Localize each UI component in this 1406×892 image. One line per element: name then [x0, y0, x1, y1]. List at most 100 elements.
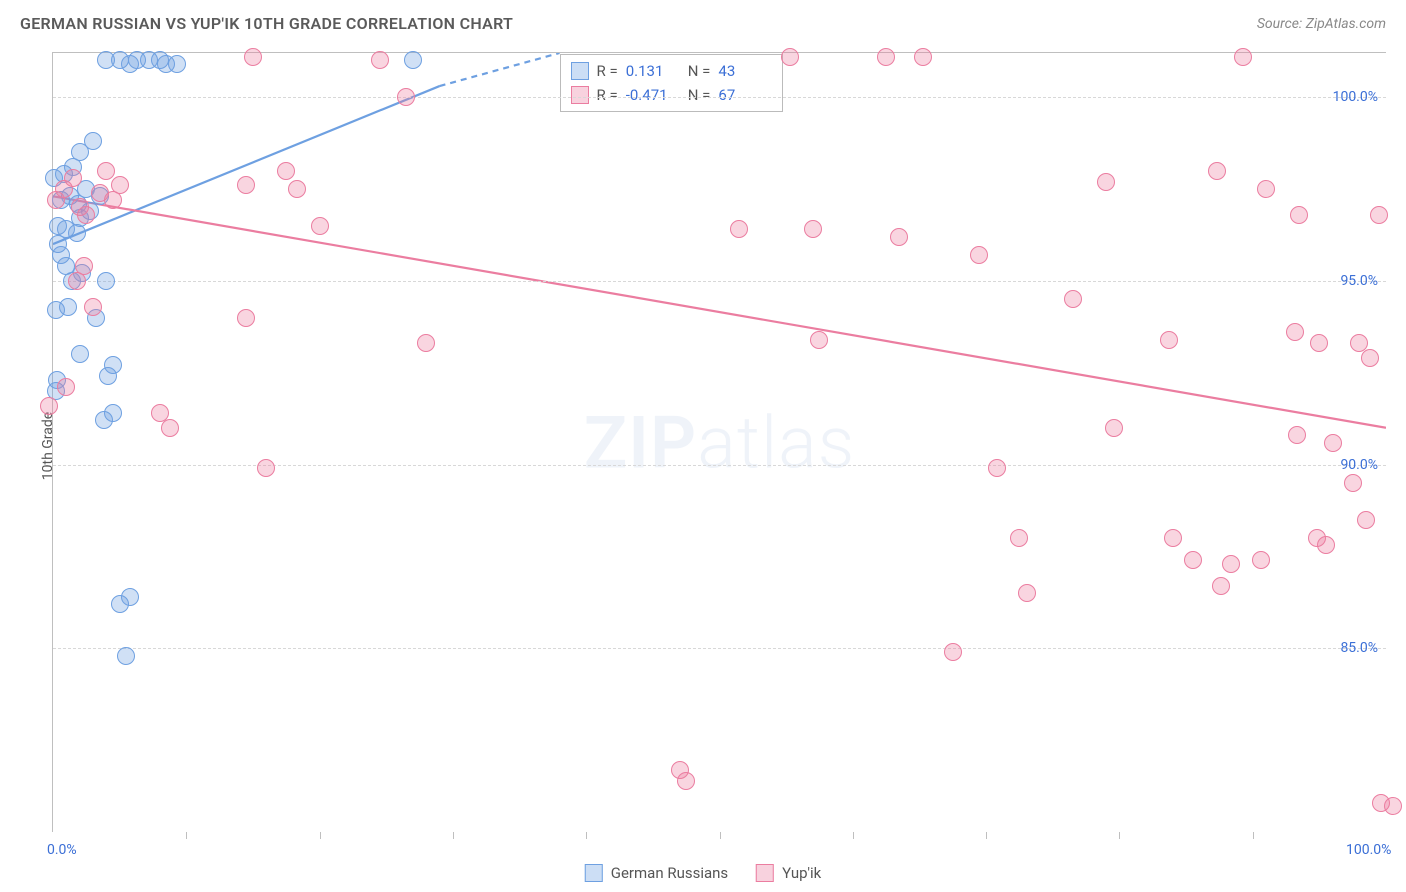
data-point — [1064, 290, 1082, 308]
data-point — [417, 334, 435, 352]
x-tick — [586, 832, 587, 839]
data-point — [1324, 434, 1342, 452]
data-point — [1370, 206, 1388, 224]
x-tick — [320, 832, 321, 839]
gridline — [53, 97, 1386, 98]
data-point — [84, 132, 102, 150]
data-point — [288, 180, 306, 198]
stat-r-value: -0.471 — [626, 83, 680, 107]
data-point — [877, 48, 895, 66]
x-tick — [853, 832, 854, 839]
data-point — [988, 459, 1006, 477]
source-attribution: Source: ZipAtlas.com — [1257, 16, 1386, 32]
data-point — [397, 88, 415, 106]
gridline — [53, 281, 1386, 282]
data-point — [404, 51, 422, 69]
data-point — [1344, 474, 1362, 492]
x-tick — [1119, 832, 1120, 839]
legend: German Russians Yup'ik — [585, 864, 821, 882]
data-point — [257, 459, 275, 477]
gridline — [53, 465, 1386, 466]
data-point — [890, 228, 908, 246]
data-point — [84, 298, 102, 316]
data-point — [117, 647, 135, 665]
data-point — [97, 272, 115, 290]
data-point — [781, 48, 799, 66]
stat-n-value: 67 — [718, 83, 772, 107]
data-point — [1160, 331, 1178, 349]
legend-label: German Russians — [611, 864, 728, 882]
x-tick-label: 100.0% — [1346, 842, 1391, 858]
stat-n-value: 43 — [718, 59, 772, 83]
data-point — [161, 419, 179, 437]
data-point — [371, 51, 389, 69]
y-tick-label: 100.0% — [1333, 89, 1378, 105]
data-point — [730, 220, 748, 238]
data-point — [168, 55, 186, 73]
trend-lines — [53, 53, 1386, 832]
stat-label: R = — [597, 83, 618, 107]
data-point — [1010, 529, 1028, 547]
data-point — [59, 298, 77, 316]
data-point — [237, 309, 255, 327]
data-point — [1310, 334, 1328, 352]
stats-row: R = -0.471 N = 67 — [571, 83, 773, 107]
data-point — [1234, 48, 1252, 66]
data-point — [1288, 426, 1306, 444]
data-point — [77, 206, 95, 224]
stat-label: N = — [688, 83, 711, 107]
data-point — [97, 162, 115, 180]
data-point — [1252, 551, 1270, 569]
x-tick — [453, 832, 454, 839]
watermark: ZIPatlas — [584, 400, 856, 485]
data-point — [944, 643, 962, 661]
data-point — [1184, 551, 1202, 569]
legend-swatch — [571, 86, 589, 104]
stat-r-value: 0.131 — [626, 59, 680, 83]
data-point — [71, 345, 89, 363]
data-point — [244, 48, 262, 66]
data-point — [1361, 349, 1379, 367]
data-point — [1290, 206, 1308, 224]
data-point — [277, 162, 295, 180]
data-point — [914, 48, 932, 66]
stat-label: N = — [688, 59, 711, 83]
x-tick — [1253, 832, 1254, 839]
data-point — [1097, 173, 1115, 191]
data-point — [804, 220, 822, 238]
data-point — [1164, 529, 1182, 547]
data-point — [40, 397, 58, 415]
x-tick-label: 0.0% — [47, 842, 77, 858]
data-point — [1105, 419, 1123, 437]
legend-swatch — [571, 62, 589, 80]
data-point — [121, 588, 139, 606]
data-point — [57, 378, 75, 396]
data-point — [75, 257, 93, 275]
data-point — [64, 169, 82, 187]
legend-swatch — [756, 864, 774, 882]
legend-swatch — [585, 864, 603, 882]
stats-row: R = 0.131 N = 43 — [571, 59, 773, 83]
data-point — [1222, 555, 1240, 573]
stats-box: R = 0.131 N = 43 R = -0.471 N = 67 — [560, 54, 784, 112]
x-tick — [986, 832, 987, 839]
gridline — [53, 648, 1386, 649]
stat-label: R = — [597, 59, 618, 83]
data-point — [111, 176, 129, 194]
data-point — [1208, 162, 1226, 180]
legend-item: German Russians — [585, 864, 728, 882]
data-point — [677, 772, 695, 790]
chart-title: GERMAN RUSSIAN VS YUP'IK 10TH GRADE CORR… — [20, 14, 513, 33]
header: GERMAN RUSSIAN VS YUP'IK 10TH GRADE CORR… — [0, 0, 1406, 43]
data-point — [104, 356, 122, 374]
x-tick — [186, 832, 187, 839]
data-point — [1257, 180, 1275, 198]
data-point — [1317, 536, 1335, 554]
y-tick-label: 90.0% — [1340, 457, 1378, 473]
data-point — [104, 404, 122, 422]
legend-label: Yup'ik — [782, 864, 821, 882]
data-point — [810, 331, 828, 349]
data-point — [1384, 797, 1402, 815]
data-point — [1286, 323, 1304, 341]
data-point — [970, 246, 988, 264]
